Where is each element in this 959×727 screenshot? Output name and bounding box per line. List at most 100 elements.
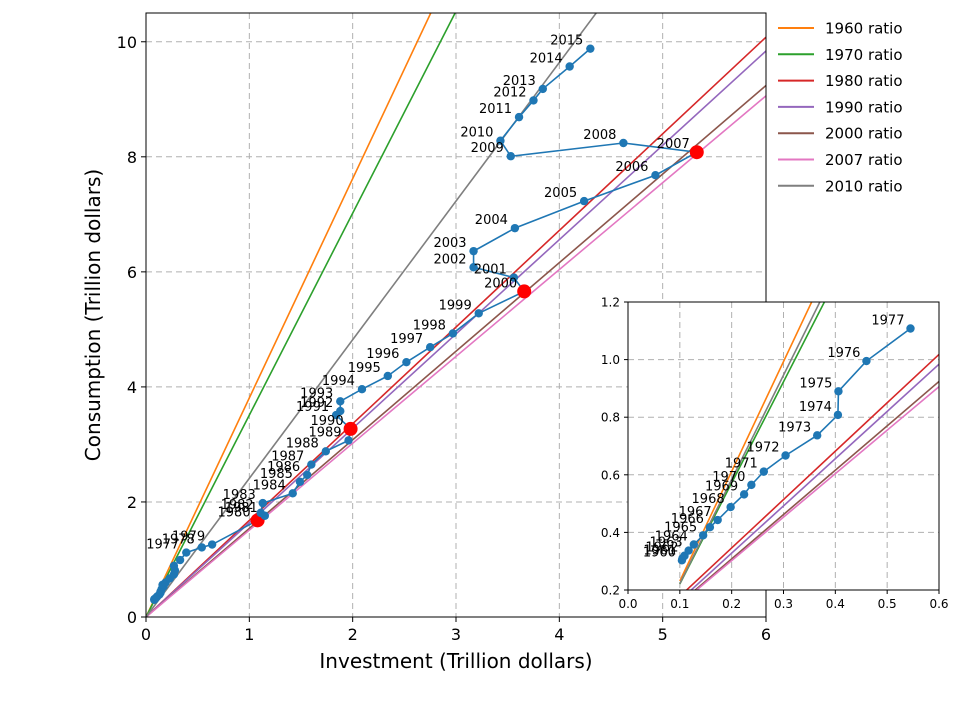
legend-label-1980-ratio: 1980 ratio [825, 72, 903, 90]
point-1983 [258, 498, 267, 508]
inset-label-1968: 1968 [692, 492, 725, 507]
label-2010: 2010 [460, 126, 493, 141]
inset-point-1970 [747, 480, 756, 490]
inset-label-1960: 1960 [643, 545, 676, 560]
point-1994 [357, 385, 367, 394]
x-tick-label: 3 [451, 625, 461, 644]
legend: 1960 ratio 1970 ratio 1980 ratio 1990 ratio… [778, 20, 903, 195]
inset-y-tick-label: 0.4 [601, 526, 620, 540]
point-1982 [256, 508, 265, 518]
x-axis-label: Investment (Trillion dollars) [319, 649, 592, 673]
inset-point-1967 [713, 515, 722, 525]
point-1995 [383, 371, 392, 381]
inset-point-1974 [833, 410, 843, 420]
label-2003: 2003 [433, 236, 466, 251]
label-1999: 1999 [439, 298, 472, 313]
inset-label-1970: 1970 [712, 470, 745, 485]
label-1997: 1997 [390, 332, 423, 347]
y-axis-label: Consumption (Trillion dollars) [81, 169, 105, 461]
inset-point-1968 [726, 502, 735, 512]
main-ticks: 0 1 2 3 4 5 6 0 2 4 6 8 10 [117, 33, 771, 644]
inset-label-1965: 1965 [664, 520, 697, 535]
label-1982: 1982 [221, 498, 254, 513]
point-1977 [182, 548, 191, 557]
2000-ratio-line [146, 84, 766, 617]
inset-label-1962: 1962 [645, 541, 678, 556]
inset-2010-ratio-line [679, 302, 821, 585]
label-1991: 1991 [296, 400, 329, 415]
inset-label-1964: 1964 [655, 529, 688, 544]
ratio-lines [146, 13, 766, 617]
legend-label-1970-ratio: 1970 ratio [825, 46, 903, 64]
point-1985 [295, 477, 305, 487]
inset-x-tick-label: 0.5 [878, 597, 897, 611]
data-series [150, 44, 704, 604]
point-2013 [538, 84, 547, 94]
label-2000: 2000 [484, 276, 517, 291]
label-1986: 1986 [267, 460, 300, 475]
label-1980: 1980 [218, 505, 251, 520]
inset-label-1966: 1966 [671, 512, 704, 527]
inset-x-tick-label: 0.1 [670, 597, 689, 611]
y-tick-label: 8 [127, 148, 137, 167]
inset-x-tick-label: 0.4 [826, 597, 845, 611]
1970-ratio-line [146, 13, 457, 617]
label-1988: 1988 [286, 436, 319, 451]
point-2007 [689, 145, 704, 160]
label-1978: 1978 [162, 532, 195, 547]
label-2011: 2011 [479, 102, 512, 117]
inset-point-1975 [834, 387, 843, 396]
inset-label-1971: 1971 [725, 457, 758, 472]
inset-y-tick-label: 1.0 [601, 353, 620, 367]
point-1975 [169, 561, 179, 571]
label-1981: 1981 [225, 501, 258, 516]
label-2015: 2015 [550, 34, 583, 49]
legend-label-2007-ratio: 2007 ratio [825, 151, 903, 169]
label-1996: 1996 [366, 347, 399, 362]
x-tick-label: 4 [554, 625, 564, 644]
inset-1970-ratio-line [679, 302, 826, 585]
label-1984: 1984 [253, 478, 286, 493]
inset-x-tick-label: 0.3 [774, 597, 793, 611]
inset-point-1976 [862, 356, 871, 366]
point-1999 [474, 309, 483, 318]
label-2008: 2008 [583, 128, 616, 143]
label-2002: 2002 [433, 252, 466, 267]
point-1993 [336, 397, 345, 406]
1980-ratio-line [146, 36, 766, 617]
label-2004: 2004 [475, 213, 508, 228]
inset-label-1973: 1973 [778, 420, 811, 435]
label-1994: 1994 [322, 374, 355, 389]
inset-label-1969: 1969 [705, 479, 738, 494]
point-2008 [619, 138, 628, 148]
label-2013: 2013 [503, 74, 536, 89]
y-tick-label: 2 [127, 493, 137, 512]
label-2009: 2009 [471, 141, 504, 156]
label-1998: 1998 [413, 318, 446, 333]
point-2000 [517, 284, 532, 299]
label-1987: 1987 [271, 450, 304, 465]
inset-y-tick-label: 1.2 [601, 296, 620, 310]
y-tick-label: 0 [127, 608, 137, 627]
x-tick-label: 5 [658, 625, 668, 644]
point-2002 [469, 263, 478, 272]
point-2011 [514, 112, 524, 122]
inset-point-1969 [739, 490, 749, 499]
point-2010 [496, 136, 505, 145]
inset-point-1966 [705, 523, 715, 532]
y-tick-label: 10 [117, 33, 137, 52]
label-2005: 2005 [544, 186, 577, 201]
y-tick-label: 4 [127, 378, 137, 397]
1960-ratio-line [146, 13, 432, 617]
label-1992: 1992 [300, 396, 333, 411]
inset-point-1964 [689, 540, 699, 549]
inset-label-1963: 1963 [650, 536, 683, 551]
label-1995: 1995 [348, 361, 381, 376]
point-1978 [197, 543, 206, 552]
point-2015 [586, 44, 595, 53]
inset-x-tick-label: 0.0 [618, 597, 637, 611]
x-tick-label: 1 [244, 625, 254, 644]
inset-1960-ratio-line [679, 302, 813, 582]
